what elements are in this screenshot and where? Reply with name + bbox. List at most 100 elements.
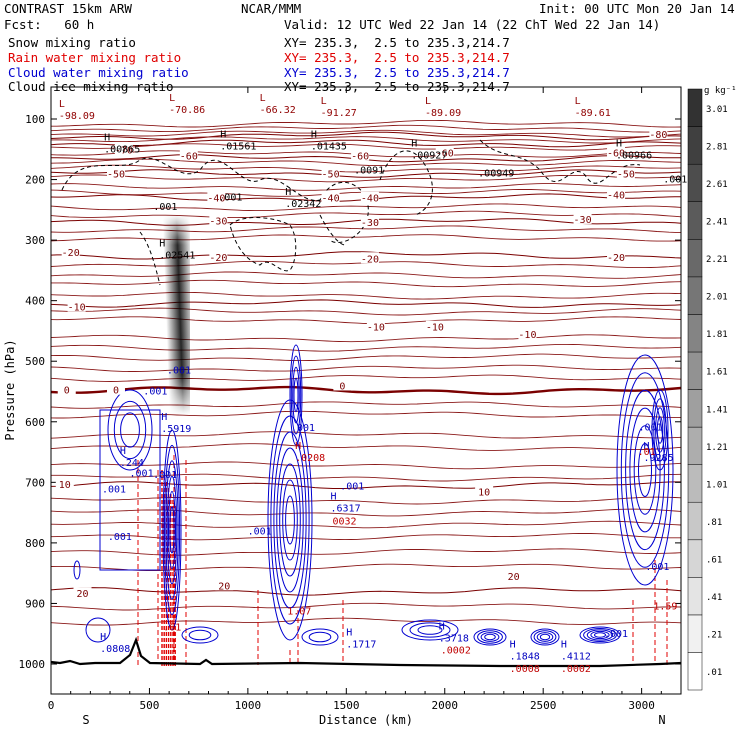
isotherm-label: 20 <box>76 589 88 600</box>
isotherm-label: -20 <box>62 248 80 259</box>
y-tick-label: 900 <box>25 597 45 610</box>
colorbar-swatch <box>687 314 703 353</box>
cloud-water-label: .001 <box>102 485 126 496</box>
cloud-water-label: .001 <box>143 387 167 398</box>
isotherm-label-bg <box>61 246 80 258</box>
y-tick-label: 1000 <box>19 658 46 671</box>
cloud-water-contour <box>651 389 669 471</box>
extremum-value: -70.86 <box>169 105 205 116</box>
cloud-water-contour <box>409 622 451 638</box>
cloud-water-contour <box>620 372 670 568</box>
isotherm-label-bg <box>106 167 125 179</box>
colorbar-label: 1.81 <box>706 330 728 340</box>
isotherm-line <box>51 143 681 151</box>
cloud-water-contour <box>168 491 176 569</box>
init-time: Init: 00 UTC Mon 20 Jan 14 <box>539 1 735 16</box>
cloud-water-contour <box>484 633 496 641</box>
cloud-water-contour <box>289 344 303 446</box>
colorbar-swatch <box>687 239 703 278</box>
y-tick-label: 300 <box>25 234 45 247</box>
cloud-water-contour <box>633 425 657 515</box>
extremum-value: .0002 <box>441 646 471 657</box>
y-tick-label: 400 <box>25 295 45 308</box>
isotherm-label-bg <box>209 214 228 226</box>
cloud-water-contour <box>270 415 310 625</box>
cloud-water-contour <box>533 630 557 644</box>
extremum-value: -89.09 <box>425 108 461 119</box>
isotherm-line <box>51 307 681 316</box>
y-tick-label: 800 <box>25 537 45 550</box>
cloud-water-label: .001 <box>108 532 132 543</box>
cloud-water-contour <box>536 632 554 642</box>
extremum-marker: L <box>260 93 266 104</box>
isotherm-label-bg <box>73 587 92 599</box>
cloud-water-contour <box>85 617 111 643</box>
valid-time: Valid: 12 UTC Wed 22 Jan 14 (22 ChT Wed … <box>284 17 661 32</box>
isotherm-label: -10 <box>367 323 385 334</box>
extremum-marker: L <box>575 96 581 107</box>
extremum-value: .6317 <box>331 503 361 514</box>
isotherm-label: -50 <box>322 170 340 181</box>
isotherm-line <box>51 602 681 611</box>
field-xy-rain: XY= 235.3, 2.5 to 235.3,214.7 <box>284 50 510 65</box>
isotherm-label: -30 <box>209 217 227 228</box>
y-tick-label: 100 <box>25 113 45 126</box>
extremum-value: .00927 <box>411 150 447 161</box>
cloud-water-contour <box>583 628 617 642</box>
cloud-water-contour <box>590 630 610 640</box>
extremum-marker: H <box>159 238 165 249</box>
cloud-water-contour <box>625 389 665 551</box>
isotherm-label-bg <box>215 579 234 591</box>
isotherm-line <box>51 129 681 138</box>
isotherm-line <box>51 299 681 308</box>
isotherm-label-bg <box>649 128 668 140</box>
isotherm-line <box>51 234 681 242</box>
extremum-marker: H <box>295 441 301 452</box>
isotherm-line <box>51 496 681 505</box>
colorbar-swatch <box>687 126 703 165</box>
isotherm-label-bg <box>435 146 454 158</box>
isotherm-label: 0 <box>113 386 119 397</box>
isotherm-label-bg <box>55 478 74 490</box>
isotherm-label: 10 <box>478 487 490 498</box>
cloud-water-contour <box>308 631 332 643</box>
cloud-water-contour <box>539 633 551 641</box>
isotherm-label: -70 <box>115 145 133 156</box>
isotherm-label: -60 <box>351 151 369 162</box>
isotherm-label: -60 <box>180 151 198 162</box>
y-tick-label: 600 <box>25 416 45 429</box>
isotherm-label-bg <box>425 320 444 332</box>
isotherm-line <box>51 136 681 144</box>
cloud-water-contour <box>73 560 81 580</box>
cloud-water-label: .001 <box>340 482 364 493</box>
isotherm-line <box>51 533 681 541</box>
cloud-water-contour <box>165 460 179 600</box>
cloud-water-contour <box>276 447 304 593</box>
extremum-value: .01561 <box>220 141 256 152</box>
isotherm-line <box>51 364 681 372</box>
colorbar-label: 2.61 <box>706 180 728 190</box>
cloud-water-contour <box>163 444 181 616</box>
colorbar-swatch <box>687 577 703 616</box>
cloud-water-contour <box>169 506 175 554</box>
model-title: CONTRAST 15km ARW <box>4 1 132 16</box>
field-xy-snow: XY= 235.3, 2.5 to 235.3,214.7 <box>284 35 510 50</box>
isotherm-line <box>51 291 681 300</box>
isotherm-line <box>51 251 681 260</box>
colorbar-swatch <box>687 163 703 202</box>
cloud-ice-contour <box>319 214 346 246</box>
colorbar-label: 1.21 <box>706 443 728 453</box>
isotherm-label: -30 <box>361 218 379 229</box>
extremum-marker: H <box>644 441 650 452</box>
extremum-marker: H <box>616 138 622 149</box>
isotherm-label-bg <box>67 300 86 312</box>
x-tick-label: 1500 <box>333 699 360 712</box>
isotherm-label-bg <box>360 252 379 264</box>
isotherm-line <box>51 334 681 343</box>
extremum-marker: L <box>425 96 431 107</box>
colorbar-label: 1.61 <box>706 368 728 378</box>
extremum-value: 1.59 <box>653 601 677 612</box>
isotherm-line <box>51 353 681 362</box>
isotherm-label-bg <box>360 191 379 203</box>
cloud-water-contour <box>188 629 212 641</box>
